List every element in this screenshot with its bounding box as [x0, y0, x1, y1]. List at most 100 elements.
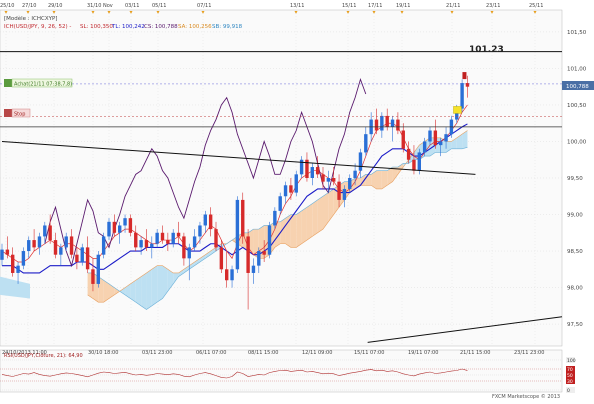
current-price-text: 100,788: [566, 84, 589, 90]
cloud-segment: [451, 137, 457, 149]
header-sb: SB: 99,918: [212, 24, 243, 30]
candle: [406, 141, 411, 164]
top-date-marker: [107, 11, 111, 14]
candle-body: [43, 225, 47, 237]
cloud-segment: [323, 192, 329, 230]
candle: [176, 221, 181, 244]
top-date-label: 25/10: [0, 3, 14, 9]
indicator-header: ICH(USD/JPY, 9, 26, 52) - SL: 100,350 TL…: [4, 24, 243, 30]
candle: [273, 207, 277, 230]
cloud-segment: [157, 265, 163, 303]
y-tick-label: 101,50: [567, 30, 587, 36]
chikou-span-line: [44, 77, 367, 268]
y-tick-label: 97,50: [567, 322, 583, 328]
top-date-label: 03/11: [125, 3, 139, 9]
candle-body: [230, 269, 234, 281]
bottom-date-label: 19/11 07:00: [408, 350, 438, 356]
cloud-segment: [189, 262, 195, 270]
top-date-label: 23/11: [486, 3, 500, 9]
candle-body: [326, 178, 331, 182]
candle-body: [37, 236, 42, 248]
candle: [262, 240, 266, 262]
cloud-segment: [216, 243, 222, 252]
candle-body: [150, 243, 154, 248]
stop-label: Stop: [14, 112, 25, 118]
candle: [401, 123, 405, 153]
cloud-segment: [280, 218, 286, 244]
candle: [246, 229, 250, 310]
bottom-date-label: 24/10/2013 11:00: [2, 350, 47, 356]
candle: [396, 112, 400, 135]
candle-body: [385, 115, 389, 127]
candle-body: [342, 188, 347, 200]
candle-body: [251, 265, 256, 273]
candle-body: [123, 218, 127, 226]
candle-body: [235, 199, 240, 270]
candle: [155, 229, 159, 248]
candle: [69, 229, 74, 259]
candle: [16, 262, 20, 284]
candle-body: [91, 269, 95, 284]
candle-body: [315, 167, 320, 175]
candle: [144, 229, 149, 252]
top-date-label: 25/11: [529, 3, 543, 9]
cloud-segment: [210, 247, 216, 255]
candle-body: [208, 214, 213, 230]
y-tick-label: 99,50: [567, 176, 583, 182]
candle: [118, 221, 122, 244]
candle-body: [139, 240, 143, 248]
candle: [412, 145, 416, 175]
candle-body: [273, 210, 277, 226]
bottom-date-label: 23/11 23:00: [514, 350, 544, 356]
achat-annotation[interactable]: Achat(21/11 07:38,7,8): [4, 78, 73, 88]
candle: [75, 247, 79, 270]
candle-body: [166, 240, 170, 244]
candle-body: [299, 159, 304, 175]
candle-body: [69, 236, 74, 255]
candle-body: [262, 251, 266, 255]
candle: [134, 225, 138, 252]
candle-body: [48, 225, 52, 241]
bottom-date-label: 21/11 15:00: [460, 350, 490, 356]
candle-body: [241, 199, 245, 237]
candle: [374, 108, 379, 135]
candle-body: [75, 254, 79, 262]
top-date-label: 13/11: [290, 3, 304, 9]
price-line-label: 101.23: [469, 45, 504, 55]
candle-body: [80, 247, 84, 262]
candle-body: [187, 247, 191, 259]
cloud-segment: [355, 178, 361, 189]
candle-body: [358, 152, 363, 171]
candle: [53, 232, 58, 259]
candle-body: [53, 240, 58, 255]
candle: [348, 174, 352, 193]
candle: [390, 115, 395, 142]
candle: [80, 243, 84, 266]
candle: [0, 243, 4, 266]
candle-body: [182, 236, 186, 259]
header-sa: SA: 100,256: [178, 24, 212, 30]
cloud-segment: [114, 287, 120, 295]
cloud-segment: [119, 287, 126, 295]
stop-annotation[interactable]: Stop: [4, 108, 31, 118]
exit-marker: [462, 72, 467, 80]
rsi-tick-bg: [566, 387, 575, 393]
candle-body: [364, 134, 368, 153]
module-label: [Modèle : ICHCXYP]: [4, 15, 57, 22]
candle: [139, 236, 143, 255]
cloud-segment: [462, 130, 468, 149]
candle-body: [433, 130, 438, 146]
candle: [187, 243, 191, 281]
rsi-tick-label: 30: [567, 379, 573, 385]
indicator-lines: [1, 77, 468, 274]
cloud-segment: [306, 203, 313, 241]
top-date-marker: [129, 11, 133, 14]
top-date-label: Nov: [103, 3, 113, 9]
cloud-segment: [146, 269, 152, 310]
top-date-label: 21/11: [446, 3, 460, 9]
candle: [364, 126, 368, 157]
bottom-date-label: 03/11 23:00: [142, 350, 172, 356]
cloud-segment: [0, 276, 30, 299]
